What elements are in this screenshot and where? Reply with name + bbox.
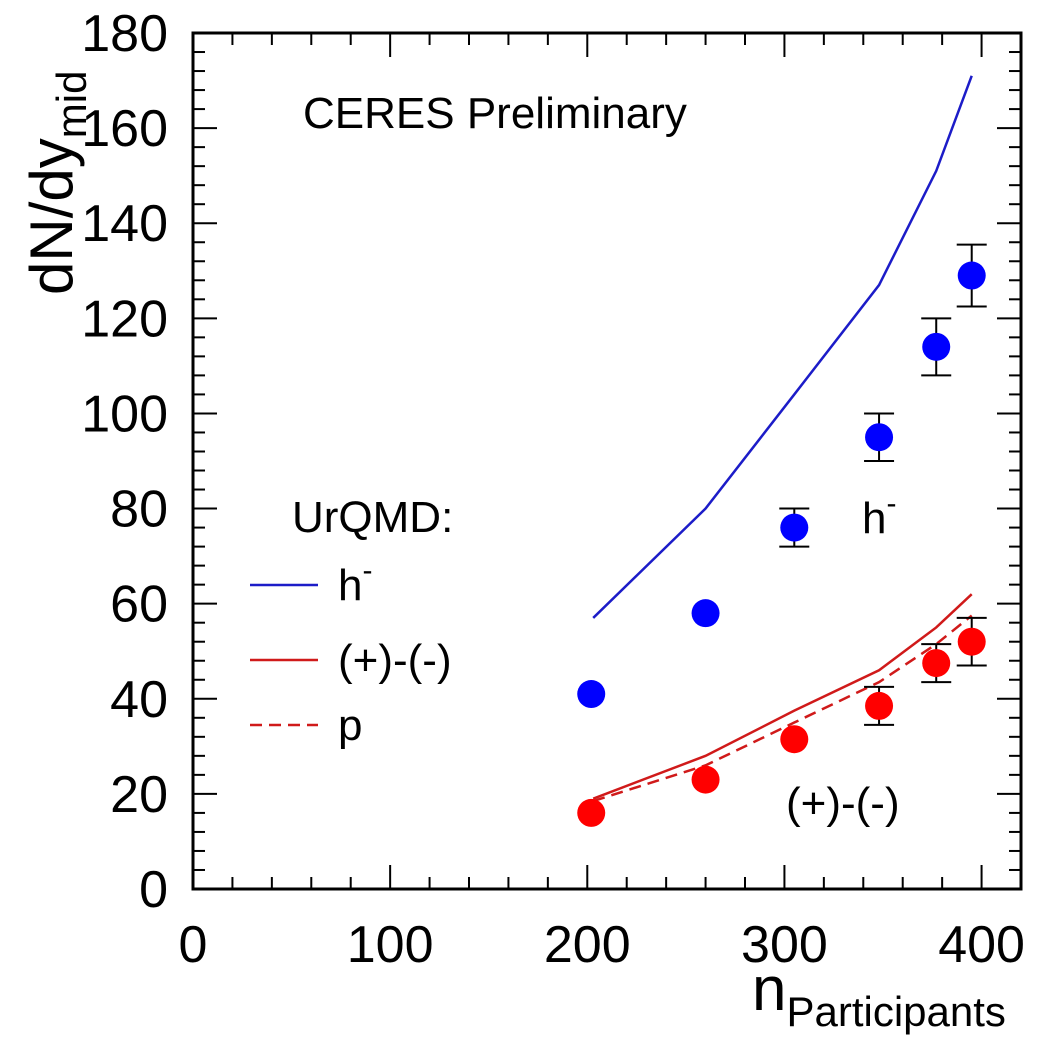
axis-ticks <box>192 32 1022 890</box>
chart-annotation: CERES Preliminary <box>303 89 687 138</box>
legend-label-main: p <box>338 701 362 750</box>
data-point <box>780 513 809 542</box>
series-label-main: (+)-(-) <box>786 779 900 828</box>
y-tick-label: 120 <box>81 290 168 348</box>
model-curve <box>592 75 973 619</box>
y-axis-title-sub: mid <box>48 71 95 139</box>
legend-title: UrQMD: <box>292 493 453 542</box>
y-tick-label: 40 <box>110 671 168 729</box>
x-tick-label: 0 <box>179 916 208 974</box>
series-labels: h- (+)-(-) <box>786 487 900 828</box>
x-axis-title-sub: Participants <box>786 988 1005 1035</box>
model-curves <box>592 75 973 803</box>
legend-label: h- <box>338 554 372 610</box>
x-axis-title: nParticipants <box>752 955 1006 1035</box>
series-label-main: h <box>862 494 886 543</box>
legend-label-sup: - <box>362 554 372 587</box>
x-tick-label: 200 <box>544 916 631 974</box>
x-tick-label: 100 <box>347 916 434 974</box>
data-point <box>957 627 986 656</box>
legend-label: (+)-(-) <box>338 636 452 685</box>
model-curve <box>592 593 973 800</box>
data-point <box>922 332 951 361</box>
legend-label-main: (+)-(-) <box>338 636 452 685</box>
data-point <box>780 725 809 754</box>
y-tick-label: 60 <box>110 576 168 634</box>
y-axis-title-main: dN/dy <box>18 138 85 295</box>
x-tick-label: 400 <box>938 916 1025 974</box>
data-point <box>691 599 720 628</box>
x-axis-title-main: n <box>752 955 786 1024</box>
y-tick-label: 160 <box>81 100 168 158</box>
y-tick-label: 100 <box>81 385 168 443</box>
series-label: h- <box>862 487 896 543</box>
y-axis-title: dN/dymid <box>18 71 95 295</box>
data-point <box>922 649 951 678</box>
data-point <box>865 423 894 452</box>
y-tick-label: 0 <box>139 861 168 919</box>
model-curve <box>592 614 973 803</box>
y-tick-label: 140 <box>81 195 168 253</box>
legend-label-main: h <box>338 561 362 610</box>
y-tick-label: 80 <box>110 481 168 539</box>
data-point <box>865 691 894 720</box>
data-point <box>957 261 986 290</box>
data-point <box>691 765 720 794</box>
plot-frame <box>191 31 1023 891</box>
data-point <box>577 680 606 709</box>
legend: UrQMD: h- (+)-(-) p <box>250 493 453 750</box>
data-point <box>577 798 606 827</box>
y-tick-label: 180 <box>81 5 168 63</box>
series-label-sup: - <box>886 487 896 520</box>
legend-label: p <box>338 701 362 750</box>
x-tick-label: 300 <box>741 916 828 974</box>
tick-labels: 0 100 200 300 400 0 20 40 60 80 100 120 140 160 180 <box>81 5 1025 974</box>
data-points <box>577 243 987 827</box>
y-tick-label: 20 <box>110 766 168 824</box>
series-label: (+)-(-) <box>786 779 900 828</box>
